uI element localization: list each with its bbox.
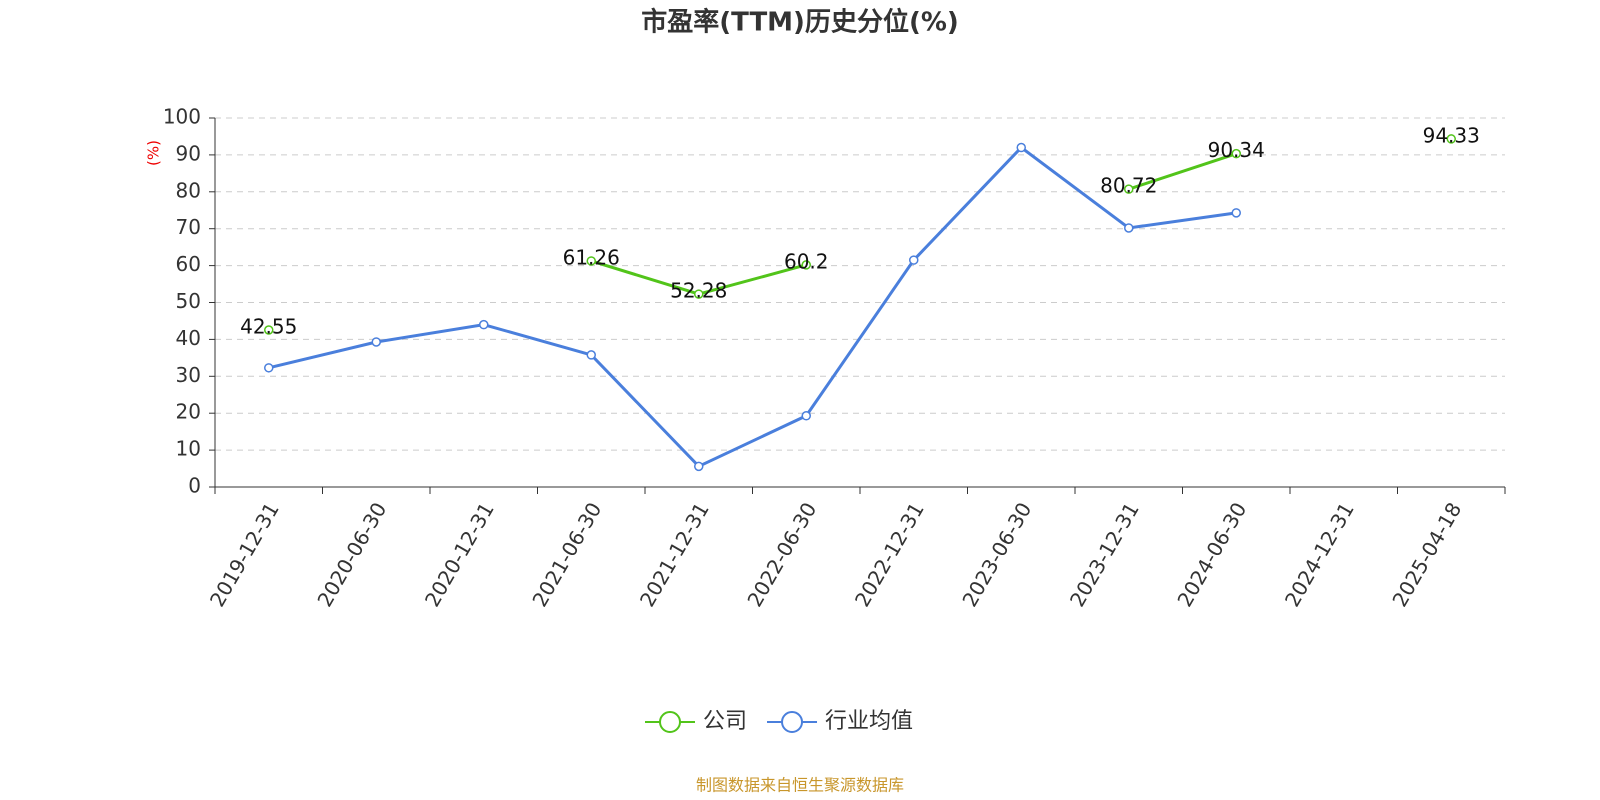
data-point bbox=[264, 363, 274, 373]
data-point bbox=[264, 325, 274, 335]
x-tick-label: 2019-12-31 bbox=[205, 498, 284, 611]
y-tick-label: 40 bbox=[176, 326, 201, 350]
legend-label: 公司 bbox=[703, 709, 747, 734]
data-point bbox=[909, 255, 919, 265]
data-point bbox=[801, 260, 811, 270]
y-tick-label: 100 bbox=[163, 105, 201, 129]
data-point bbox=[586, 350, 596, 360]
x-tick-label: 2022-06-30 bbox=[742, 498, 821, 611]
data-point bbox=[1124, 184, 1134, 194]
series-line bbox=[591, 139, 1451, 294]
x-tick-label: 2025-04-18 bbox=[1387, 498, 1466, 611]
data-label: 60.2 bbox=[784, 249, 829, 273]
data-label: 90.34 bbox=[1208, 138, 1265, 162]
legend-marker bbox=[781, 711, 804, 733]
legend-label: 行业均值 bbox=[825, 709, 913, 734]
data-point bbox=[694, 289, 704, 299]
y-tick-label: 0 bbox=[188, 474, 201, 498]
y-tick-label: 50 bbox=[176, 289, 201, 313]
data-point bbox=[479, 319, 489, 330]
chart-title: 市盈率(TTM)历史分位(%) bbox=[641, 7, 959, 38]
data-point bbox=[371, 337, 381, 347]
data-point bbox=[1231, 208, 1241, 218]
x-tick-label: 2024-12-31 bbox=[1280, 498, 1359, 611]
x-tick-label: 2020-12-31 bbox=[420, 498, 499, 611]
y-tick-label: 20 bbox=[176, 400, 201, 424]
x-tick-label: 2021-12-31 bbox=[635, 498, 714, 611]
x-tick-label: 2023-12-31 bbox=[1065, 498, 1144, 611]
x-tick-label: 2021-06-30 bbox=[527, 498, 606, 611]
data-point bbox=[1124, 223, 1134, 233]
data-point bbox=[586, 256, 596, 266]
y-tick-label: 30 bbox=[176, 363, 201, 387]
y-axis-label: (%) bbox=[145, 140, 163, 166]
data-point bbox=[1016, 142, 1026, 153]
data-point bbox=[1446, 134, 1456, 144]
data-label: 80.72 bbox=[1100, 174, 1157, 198]
data-point bbox=[1231, 148, 1241, 159]
x-tick-label: 2020-06-30 bbox=[312, 498, 391, 611]
y-tick-label: 80 bbox=[176, 178, 201, 202]
data-label: 61.26 bbox=[563, 245, 620, 269]
data-point bbox=[694, 461, 704, 472]
series-line bbox=[268, 145, 1237, 469]
x-tick-label: 2022-12-31 bbox=[850, 498, 929, 611]
y-tick-label: 70 bbox=[176, 215, 201, 239]
data-point bbox=[801, 411, 811, 421]
data-label: 52.28 bbox=[670, 279, 727, 303]
data-label: 94.33 bbox=[1423, 123, 1480, 147]
y-tick-label: 90 bbox=[176, 141, 201, 165]
x-tick-label: 2024-06-30 bbox=[1172, 498, 1251, 611]
legend-marker bbox=[659, 711, 681, 733]
y-tick-label: 10 bbox=[176, 437, 201, 461]
data-label: 42.55 bbox=[240, 314, 297, 338]
x-tick-label: 2023-06-30 bbox=[957, 498, 1036, 611]
source-note: 制图数据来自恒生聚源数据库 bbox=[696, 776, 904, 795]
y-tick-label: 60 bbox=[176, 252, 201, 276]
